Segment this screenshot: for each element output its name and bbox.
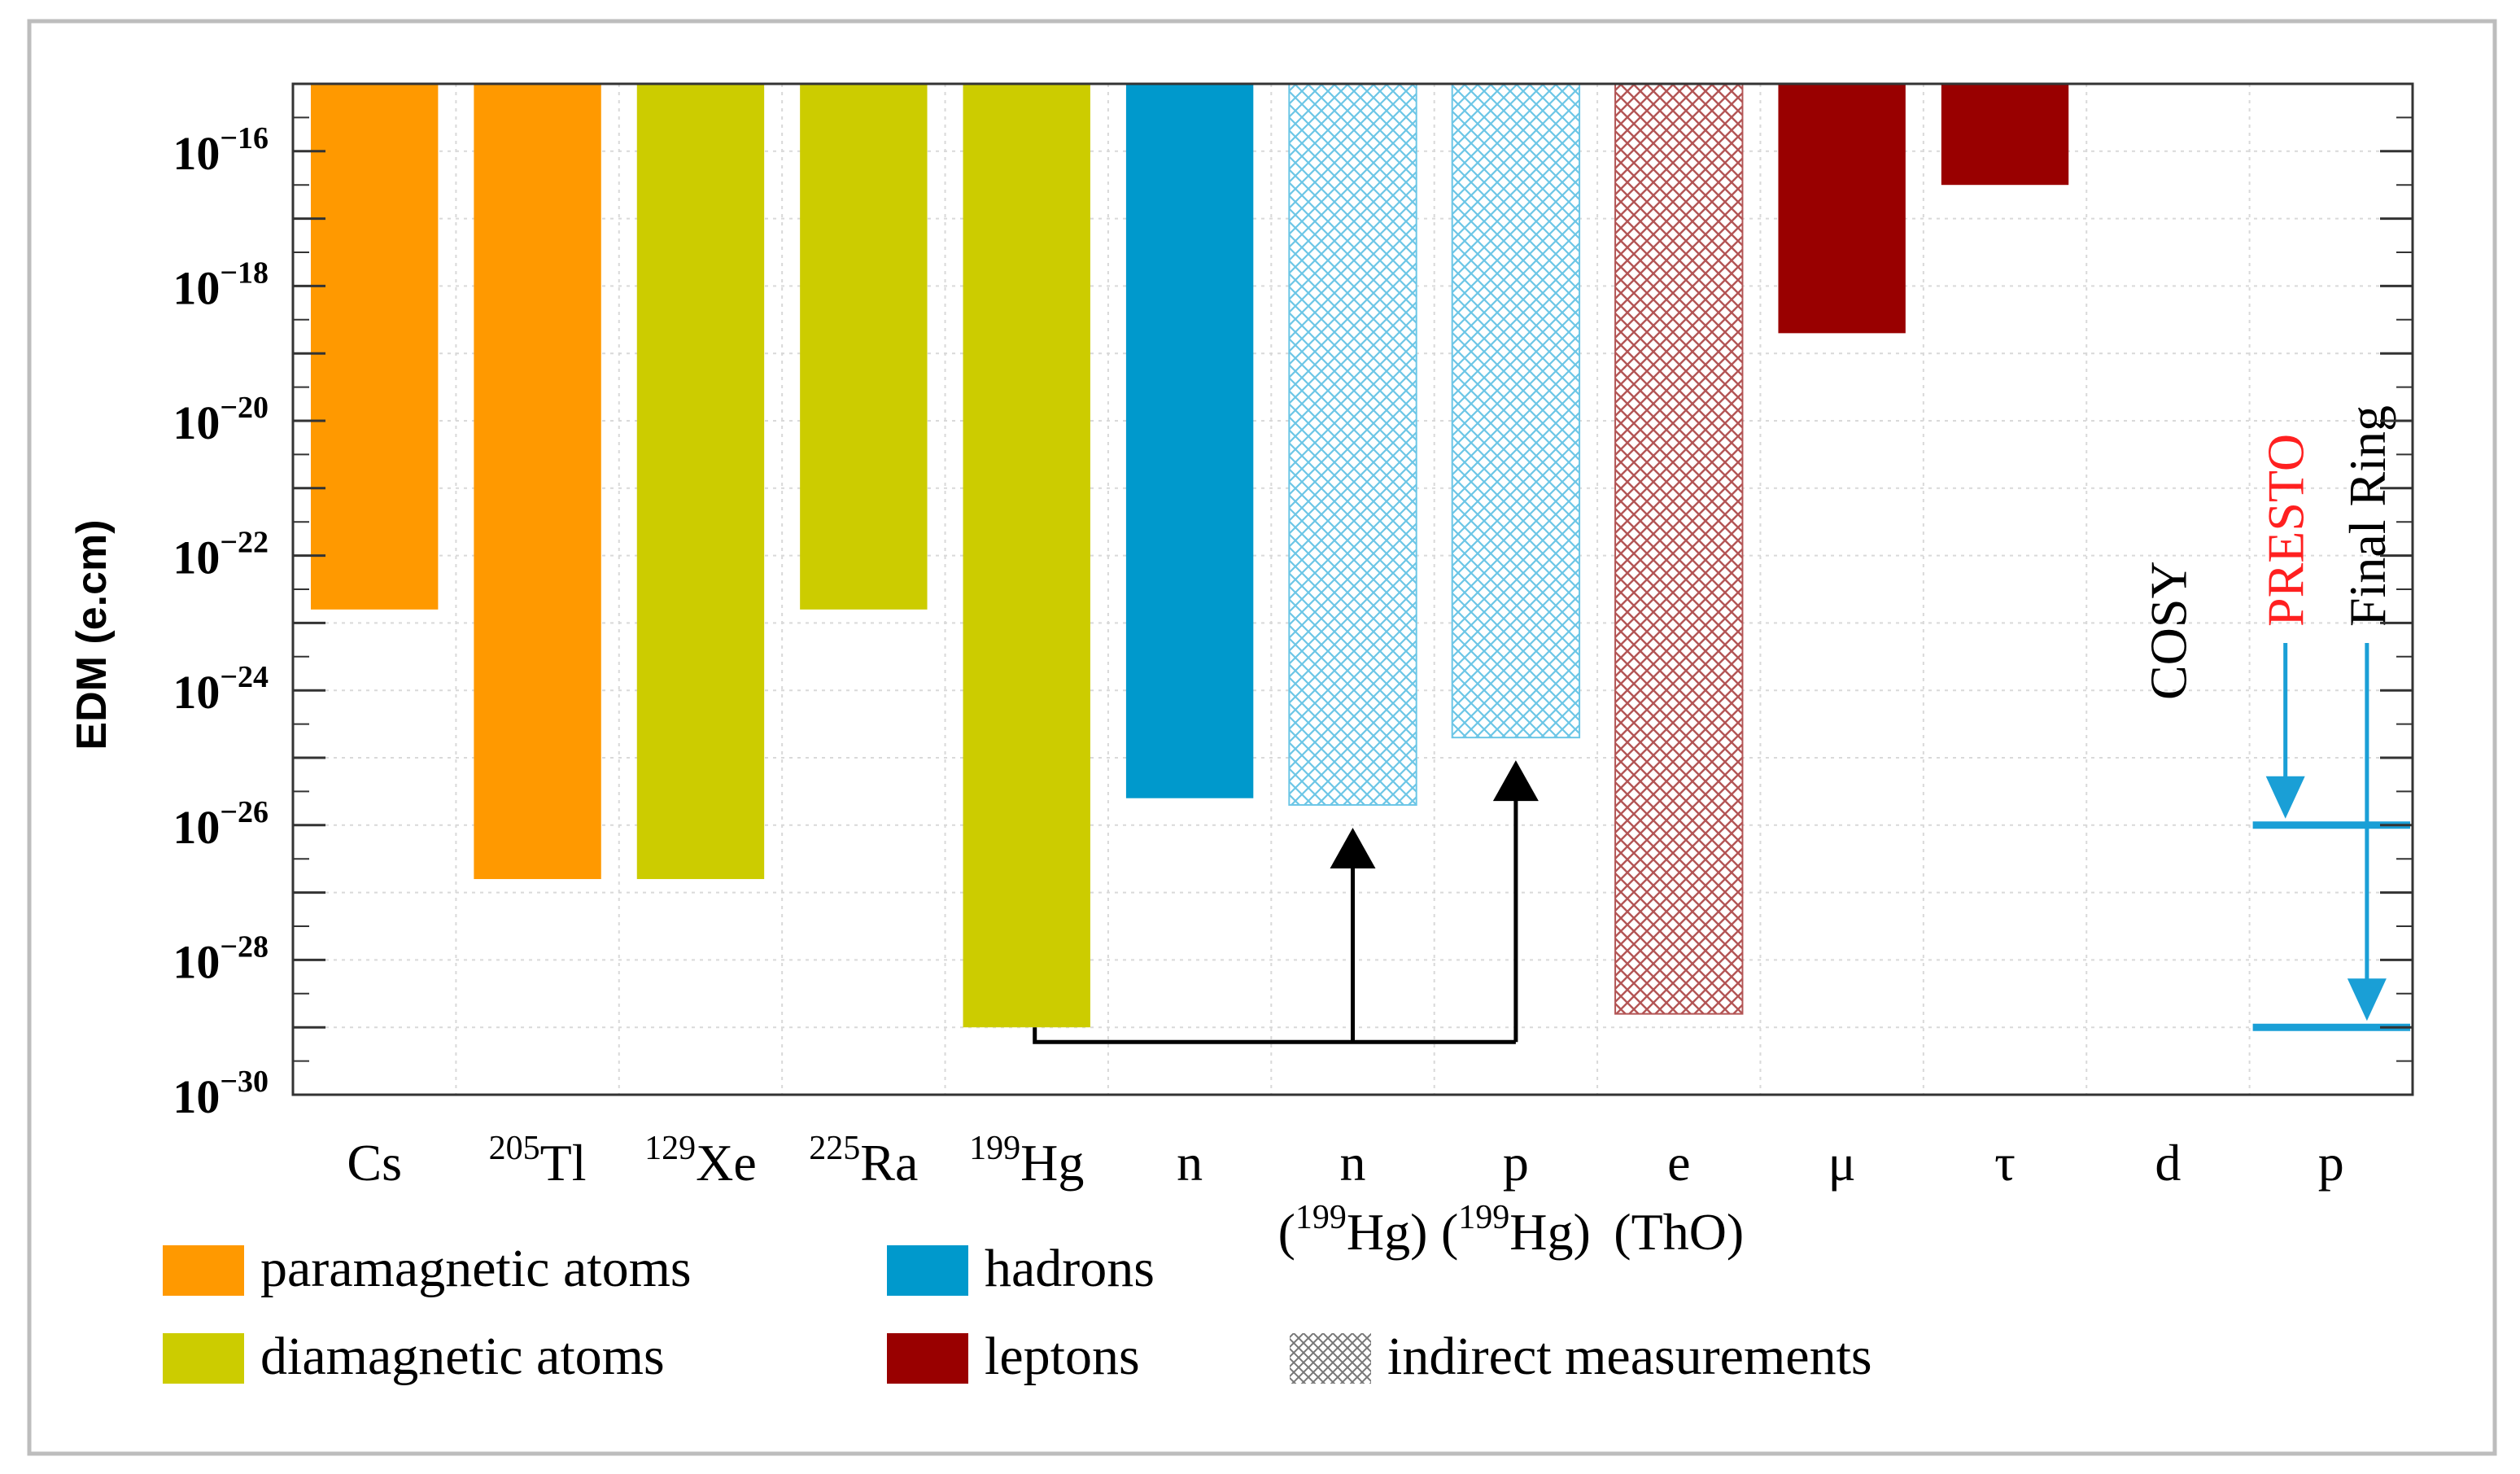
overlays-group: COSY PRESTO Final Ring [1033,405,2410,1044]
legend: paramagnetic atoms hadrons diamagnetic ato… [163,1239,1872,1386]
y-tick-label: 10−28 [173,929,269,988]
derivation-arrowhead-icon [1330,827,1376,868]
x-tick-label-9: μ [1828,1134,1855,1192]
bar-tl-1 [474,84,601,880]
x-tick-label-5: n [1177,1134,1203,1192]
x-tick-label-4: 199Hg [969,1130,1084,1192]
bar-xe-2 [636,84,765,880]
figure-border [27,19,2497,1456]
bar-n-5 [1125,84,1254,798]
projection-arrowhead-icon [2347,978,2387,1021]
legend-label-diamagnetic: diamagnetic atoms [260,1327,665,1386]
projection-label-presto: PRESTO [2257,434,2315,627]
x-sub-label-6: (199Hg) [1278,1199,1428,1261]
derivation-connector [1033,1027,1516,1044]
y-tick-label: 10−22 [173,526,269,584]
crosshatch-swatch [1290,1333,1371,1384]
x-tick-label-2: 129Xe [644,1130,757,1192]
x-axis-labels: Cs 205Tl 129Xe 225Ra 199Hg n n (199Hg) p (199Hg) e… [347,1130,2343,1261]
projection-label-cosy: COSY [2139,561,2197,700]
projection-arrowhead-icon [2265,776,2305,819]
bar-μ-9 [1778,84,1906,334]
x-tick-label-11: d [2155,1134,2181,1192]
x-tick-label-1: 205Tl [489,1130,587,1192]
bars-group [311,83,2069,1028]
bar-p-7 [1451,83,1581,739]
y-tick-label: 10−18 [173,256,269,314]
y-tick-label: 10−16 [173,121,269,180]
y-axis-ticks: 10−16 10−18 10−20 10−22 10−24 10−26 10−28 10−30 [173,82,2413,1123]
x-sub-label-8: (ThO) [1614,1203,1744,1261]
y-tick-label: 10−24 [173,660,269,719]
yellow-swatch [163,1333,244,1384]
projection-label-final-ring: Final Ring [2339,405,2396,627]
bar-ra-3 [800,84,928,610]
legend-label-hadrons: hadrons [985,1239,1155,1298]
x-sub-label-7: (199Hg) [1441,1199,1591,1261]
y-tick-label: 10−30 [173,1065,269,1123]
x-tick-label-12: p [2318,1134,2344,1192]
x-tick-label-10: τ [1994,1134,2016,1192]
legend-label-paramagnetic: paramagnetic atoms [260,1239,692,1298]
x-tick-label-6: n [1340,1134,1366,1192]
x-tick-label-3: 225Ra [809,1130,918,1192]
bar-τ-10 [1941,84,2069,186]
y-tick-label: 10−20 [173,391,269,449]
red-swatch [887,1333,968,1384]
y-axis-label: EDM (e.cm) [68,519,116,750]
orange-swatch [163,1245,244,1296]
legend-label-indirect: indirect measurements [1387,1327,1872,1386]
x-tick-label-0: Cs [347,1134,402,1192]
bar-cs-0 [311,84,439,610]
bar-n-6 [1288,83,1417,806]
blue-swatch [887,1245,968,1296]
x-tick-label-7: p [1503,1134,1529,1192]
legend-label-leptons: leptons [985,1327,1140,1386]
bar-hg-4 [963,84,1090,1028]
bar-e-8 [1614,83,1744,1015]
derivation-arrowhead-icon [1492,760,1539,802]
y-tick-label: 10−26 [173,795,269,854]
x-tick-label-8: e [1667,1134,1690,1192]
